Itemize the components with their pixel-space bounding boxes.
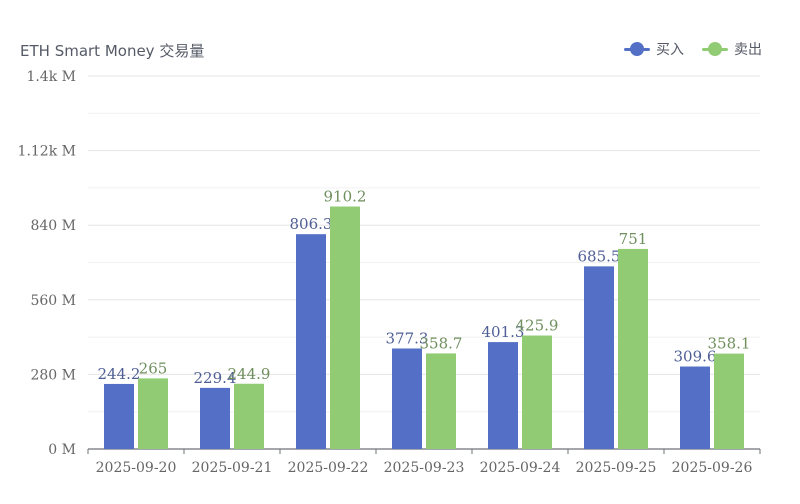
y-tick-label: 280 M [30,367,76,383]
legend-buy-label: 买入 [656,42,684,58]
legend-sell-label: 卖出 [734,42,762,58]
sell-bar [618,248,648,449]
sell-value-label: 425.9 [516,317,559,335]
x-tick-label: 2025-09-20 [96,460,177,476]
sell-bar [138,378,168,449]
buy-bar [296,234,326,449]
x-tick-label: 2025-09-24 [480,460,561,476]
legend-buy-swatch [624,42,650,56]
buy-bar [488,342,518,449]
sell-value-label: 265 [139,359,168,377]
y-tick-label: 840 M [30,218,76,234]
sell-bar [234,383,264,449]
legend-item-sell[interactable]: 卖出 [702,39,762,59]
legend-sell-swatch [702,42,728,56]
buy-value-label: 377.3 [386,329,429,347]
buy-bar [584,266,614,449]
buy-bar [680,366,710,449]
x-tick-label: 2025-09-25 [576,460,657,476]
x-tick-label: 2025-09-23 [384,460,465,476]
sell-value-label: 358.1 [708,335,751,353]
y-tick-label: 1.12k M [18,144,76,160]
buy-value-label: 401.3 [482,323,525,341]
buy-value-label: 244.2 [98,365,141,383]
y-tick-label: 560 M [30,293,76,309]
legend: 买入 卖出 [624,39,762,59]
buy-bar [200,387,230,449]
sell-value-label: 910.2 [324,187,367,205]
sell-value-label: 358.7 [420,334,463,352]
y-tick-label: 0 M [48,442,76,458]
buy-value-label: 685.5 [578,247,621,265]
sell-bar [714,353,744,449]
legend-item-buy[interactable]: 买入 [624,39,684,59]
x-tick-label: 2025-09-21 [192,460,273,476]
buy-value-label: 806.3 [290,215,333,233]
x-tick-label: 2025-09-22 [288,460,369,476]
buy-bar [104,383,134,449]
sell-value-label: 244.9 [228,365,271,383]
chart-title: ETH Smart Money 交易量 [20,42,205,60]
sell-value-label: 751 [619,230,648,248]
buy-value-label: 309.6 [674,348,717,366]
sell-bar [330,206,360,449]
x-tick-label: 2025-09-26 [672,460,753,476]
buy-bar [392,348,422,449]
y-tick-label: 1.4k M [26,69,76,85]
sell-bar [522,335,552,449]
sell-bar [426,353,456,449]
buy-value-label: 229.4 [194,369,237,387]
